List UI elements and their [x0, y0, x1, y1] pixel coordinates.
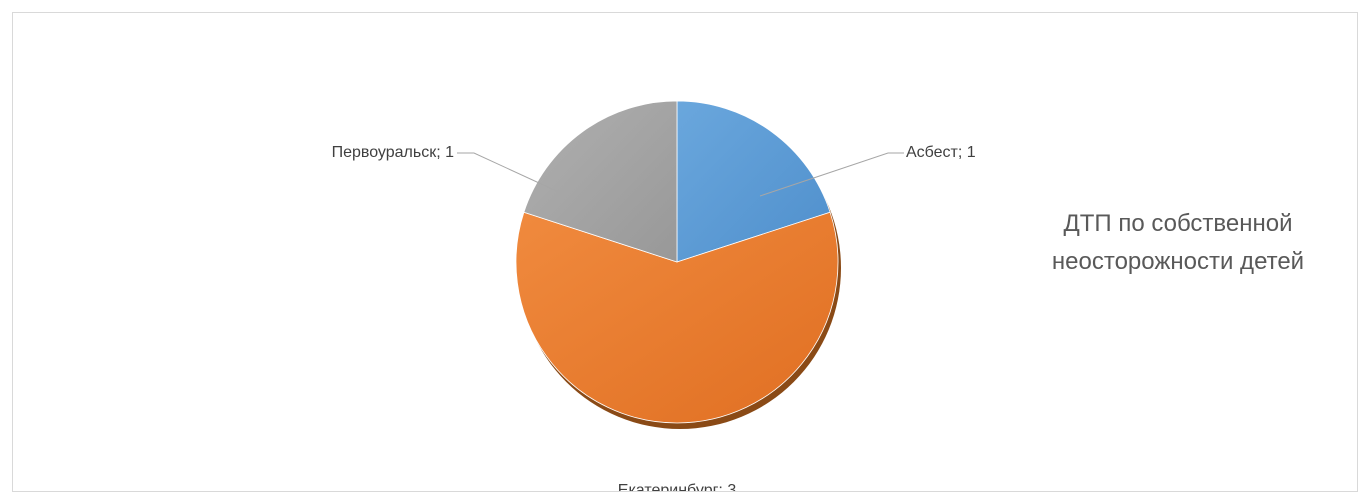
pie-slice-екатеринбург[interactable] [515, 211, 839, 424]
chart-area: Асбест; 1 Екатеринбург; 3 Первоуральск; 1 … [12, 12, 1358, 492]
data-label-екатеринбург: Екатеринбург; 3 [618, 482, 737, 492]
chart-title-line-2: неосторожности детей [1051, 248, 1305, 275]
pie-slice-асбест[interactable] [676, 100, 831, 263]
pie-chart: Асбест; 1 Екатеринбург; 3 Первоуральск; 1 [332, 100, 976, 492]
pie-slice-первоуральск[interactable] [523, 100, 678, 263]
chart-title: ДТП по собственной неосторожности детей [988, 205, 1357, 281]
data-label-первоуральск: Первоуральск; 1 [332, 144, 455, 161]
data-label-асбест: Асбест; 1 [906, 144, 976, 161]
leader-line-первоуральск [457, 152, 564, 195]
leader-line-асбест [759, 152, 904, 197]
chart-title-line-1: ДТП по собственной [1063, 210, 1293, 237]
